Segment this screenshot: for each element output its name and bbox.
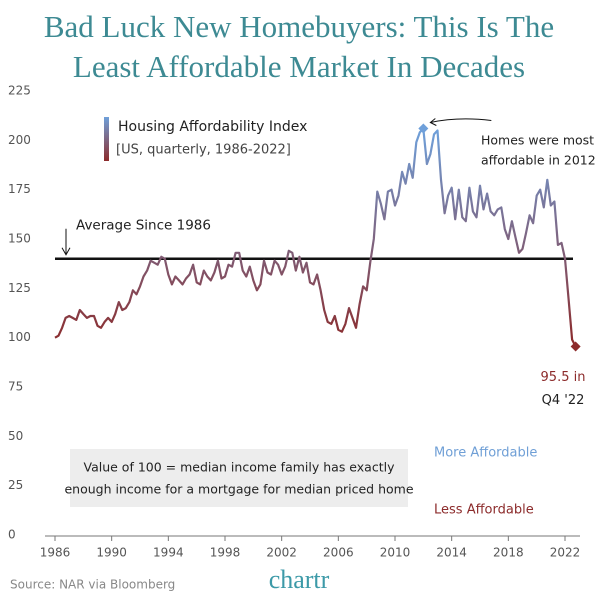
annotation: Less Affordable <box>434 503 534 518</box>
x-tick-label: 1998 <box>210 546 241 560</box>
note-box <box>70 449 408 507</box>
source: Source: NAR via Bloomberg <box>10 578 175 592</box>
x-tick-label: 1986 <box>40 546 71 560</box>
y-tick-label: 100 <box>8 330 31 344</box>
y-tick-label: 225 <box>8 84 31 98</box>
legend-label: Housing Affordability Index <box>118 119 307 135</box>
x-tick-label: 1994 <box>153 546 184 560</box>
y-tick-label: 75 <box>8 380 23 394</box>
arrow <box>429 118 492 126</box>
annotation: affordable in 2012 <box>481 153 596 168</box>
legend-subtitle: [US, quarterly, 1986-2022] <box>116 143 291 158</box>
marker <box>418 123 429 134</box>
x-tick-label: 2018 <box>493 546 524 560</box>
x-tick-label: 1990 <box>96 546 127 560</box>
y-tick-label: 0 <box>8 528 16 542</box>
y-tick-label: 50 <box>8 429 23 443</box>
note: enough income for a mortgage for median … <box>64 482 413 497</box>
marker <box>570 341 581 352</box>
y-tick-label: 125 <box>8 281 31 295</box>
annotation: Homes were most <box>481 133 594 148</box>
y-tick-label: 150 <box>8 232 31 246</box>
x-tick-label: 2022 <box>550 546 581 560</box>
title: Bad Luck New Homebuyers: This Is The <box>44 9 554 44</box>
data-label: Q4 '22 <box>542 393 585 408</box>
brand: chartr <box>269 565 330 594</box>
reference-label: Average Since 1986 <box>76 218 211 234</box>
x-tick-label: 2006 <box>323 546 354 560</box>
line <box>54 127 577 347</box>
annotation: More Affordable <box>434 446 537 461</box>
title: Least Affordable Market In Decades <box>73 49 525 84</box>
note: Value of 100 = median income family has … <box>84 460 396 475</box>
x-tick-label: 2010 <box>380 546 411 560</box>
y-tick-label: 175 <box>8 182 31 196</box>
arrow <box>61 228 71 256</box>
y-tick-label: 200 <box>8 133 31 147</box>
data-label: 95.5 in <box>541 370 586 385</box>
x-tick-label: 2014 <box>436 546 467 560</box>
y-tick-label: 25 <box>8 478 23 492</box>
x-tick-label: 2002 <box>266 546 297 560</box>
legend-swatch <box>104 117 109 161</box>
